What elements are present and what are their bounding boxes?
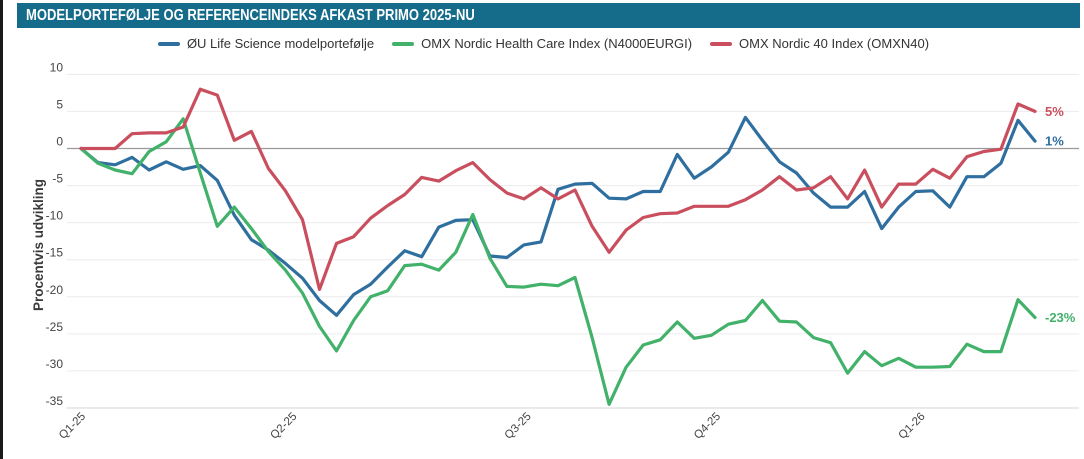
y-tick-label: 5	[56, 97, 63, 111]
series-line-0	[79, 115, 1037, 317]
x-tick-label: Q2-25	[268, 411, 299, 442]
line-chart: 10 5 0 -5 -10 -15 -20 -25 -30 -35 Procentvis udvik…	[31, 60, 1079, 442]
legend-line-icon	[392, 41, 415, 46]
x-tick-label: Q1-26	[897, 411, 928, 442]
legend-label: OMX Nordic 40 Index (OMXN40)	[739, 36, 930, 51]
y-tick-label: -15	[46, 246, 64, 260]
y-tick-label: -30	[46, 357, 64, 371]
y-tick-label: -35	[46, 394, 64, 408]
legend-item-healthcare-index: OMX Nordic Health Care Index (N4000EURGI…	[392, 36, 692, 51]
legend-label: OMX Nordic Health Care Index (N4000EURGI…	[421, 36, 693, 51]
legend-line-icon	[157, 41, 180, 46]
series-end-label: 5%	[1045, 104, 1064, 119]
page-title: MODELPORTEFØLJE OG REFERENCEINDEKS AFKAS…	[26, 6, 475, 24]
y-tick-label: -5	[52, 172, 63, 186]
legend-line-icon	[710, 41, 733, 46]
y-tick-label: 0	[56, 135, 63, 149]
y-tick-label: 10	[50, 60, 64, 74]
series-line-2	[79, 87, 1037, 291]
title-bar: MODELPORTEFØLJE OG REFERENCEINDEKS AFKAS…	[17, 3, 1080, 28]
chart-legend: ØU Life Science modelportefølje OMX Nord…	[3, 36, 1084, 51]
legend-item-omxn40-index: OMX Nordic 40 Index (OMXN40)	[710, 36, 929, 51]
y-tick-label: -20	[46, 283, 64, 297]
y-tick-label: -25	[46, 320, 64, 334]
x-tick-label: Q4-25	[692, 411, 723, 442]
y-tick-label: -10	[46, 209, 64, 223]
y-axis-title: Procentvis udvikling	[31, 179, 46, 311]
x-tick-label: Q3-25	[503, 411, 534, 442]
legend-item-portfolio: ØU Life Science modelportefølje	[157, 36, 375, 51]
legend-label: ØU Life Science modelportefølje	[186, 36, 375, 51]
series-end-label: 1%	[1045, 134, 1064, 149]
series-end-label: -23%	[1045, 310, 1076, 325]
x-tick-label: Q1-25	[57, 411, 88, 442]
series-line-1	[79, 117, 1037, 406]
